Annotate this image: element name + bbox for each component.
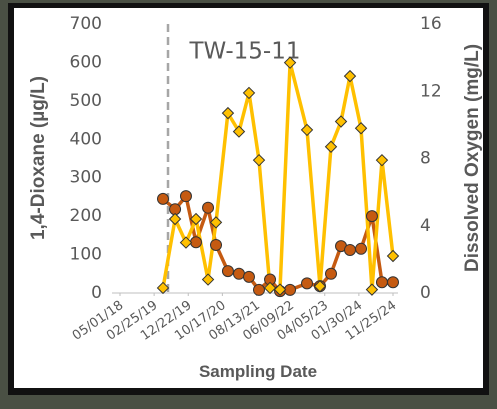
y-tick-label: 600 (70, 52, 102, 72)
marker (356, 243, 367, 254)
marker (388, 277, 399, 288)
marker (302, 278, 313, 289)
y-axis-title: 1,4-Dioxane (µg/L) (28, 76, 49, 240)
marker (222, 266, 233, 277)
y2-tick-label: 0 (420, 283, 431, 303)
marker (211, 239, 222, 250)
chart-title: TW-15-11 (189, 39, 301, 65)
y-tick-label: 400 (70, 129, 102, 149)
marker (254, 284, 265, 295)
marker (180, 191, 191, 202)
y2-tick-label: 16 (420, 14, 442, 34)
y-tick-label: 200 (70, 206, 102, 226)
y2-axis-title: Dissolved Oxygen (mg/L) (462, 44, 483, 272)
marker (233, 268, 244, 279)
marker (243, 271, 254, 282)
y-tick-label: 700 (70, 14, 102, 34)
marker (376, 277, 387, 288)
page: {"chart_data": {"type": "line", "title":… (0, 0, 497, 409)
y2-tick-label: 8 (420, 149, 431, 169)
y-tick-label: 500 (70, 91, 102, 111)
marker (326, 268, 337, 279)
y2-tick-label: 4 (420, 216, 431, 236)
chart: TW-15-11 1,4-Dioxane (µg/L) Dissolved Ox… (0, 0, 497, 409)
marker (366, 211, 377, 222)
marker (345, 244, 356, 255)
y-tick-label: 300 (70, 168, 102, 188)
marker (203, 202, 214, 213)
y-tick-label: 0 (91, 283, 102, 303)
marker (285, 284, 296, 295)
marker (190, 237, 201, 248)
y-tick-label: 100 (70, 245, 102, 265)
marker (157, 193, 168, 204)
y2-tick-label: 12 (420, 81, 442, 101)
x-axis-title: Sampling Date (199, 362, 317, 381)
